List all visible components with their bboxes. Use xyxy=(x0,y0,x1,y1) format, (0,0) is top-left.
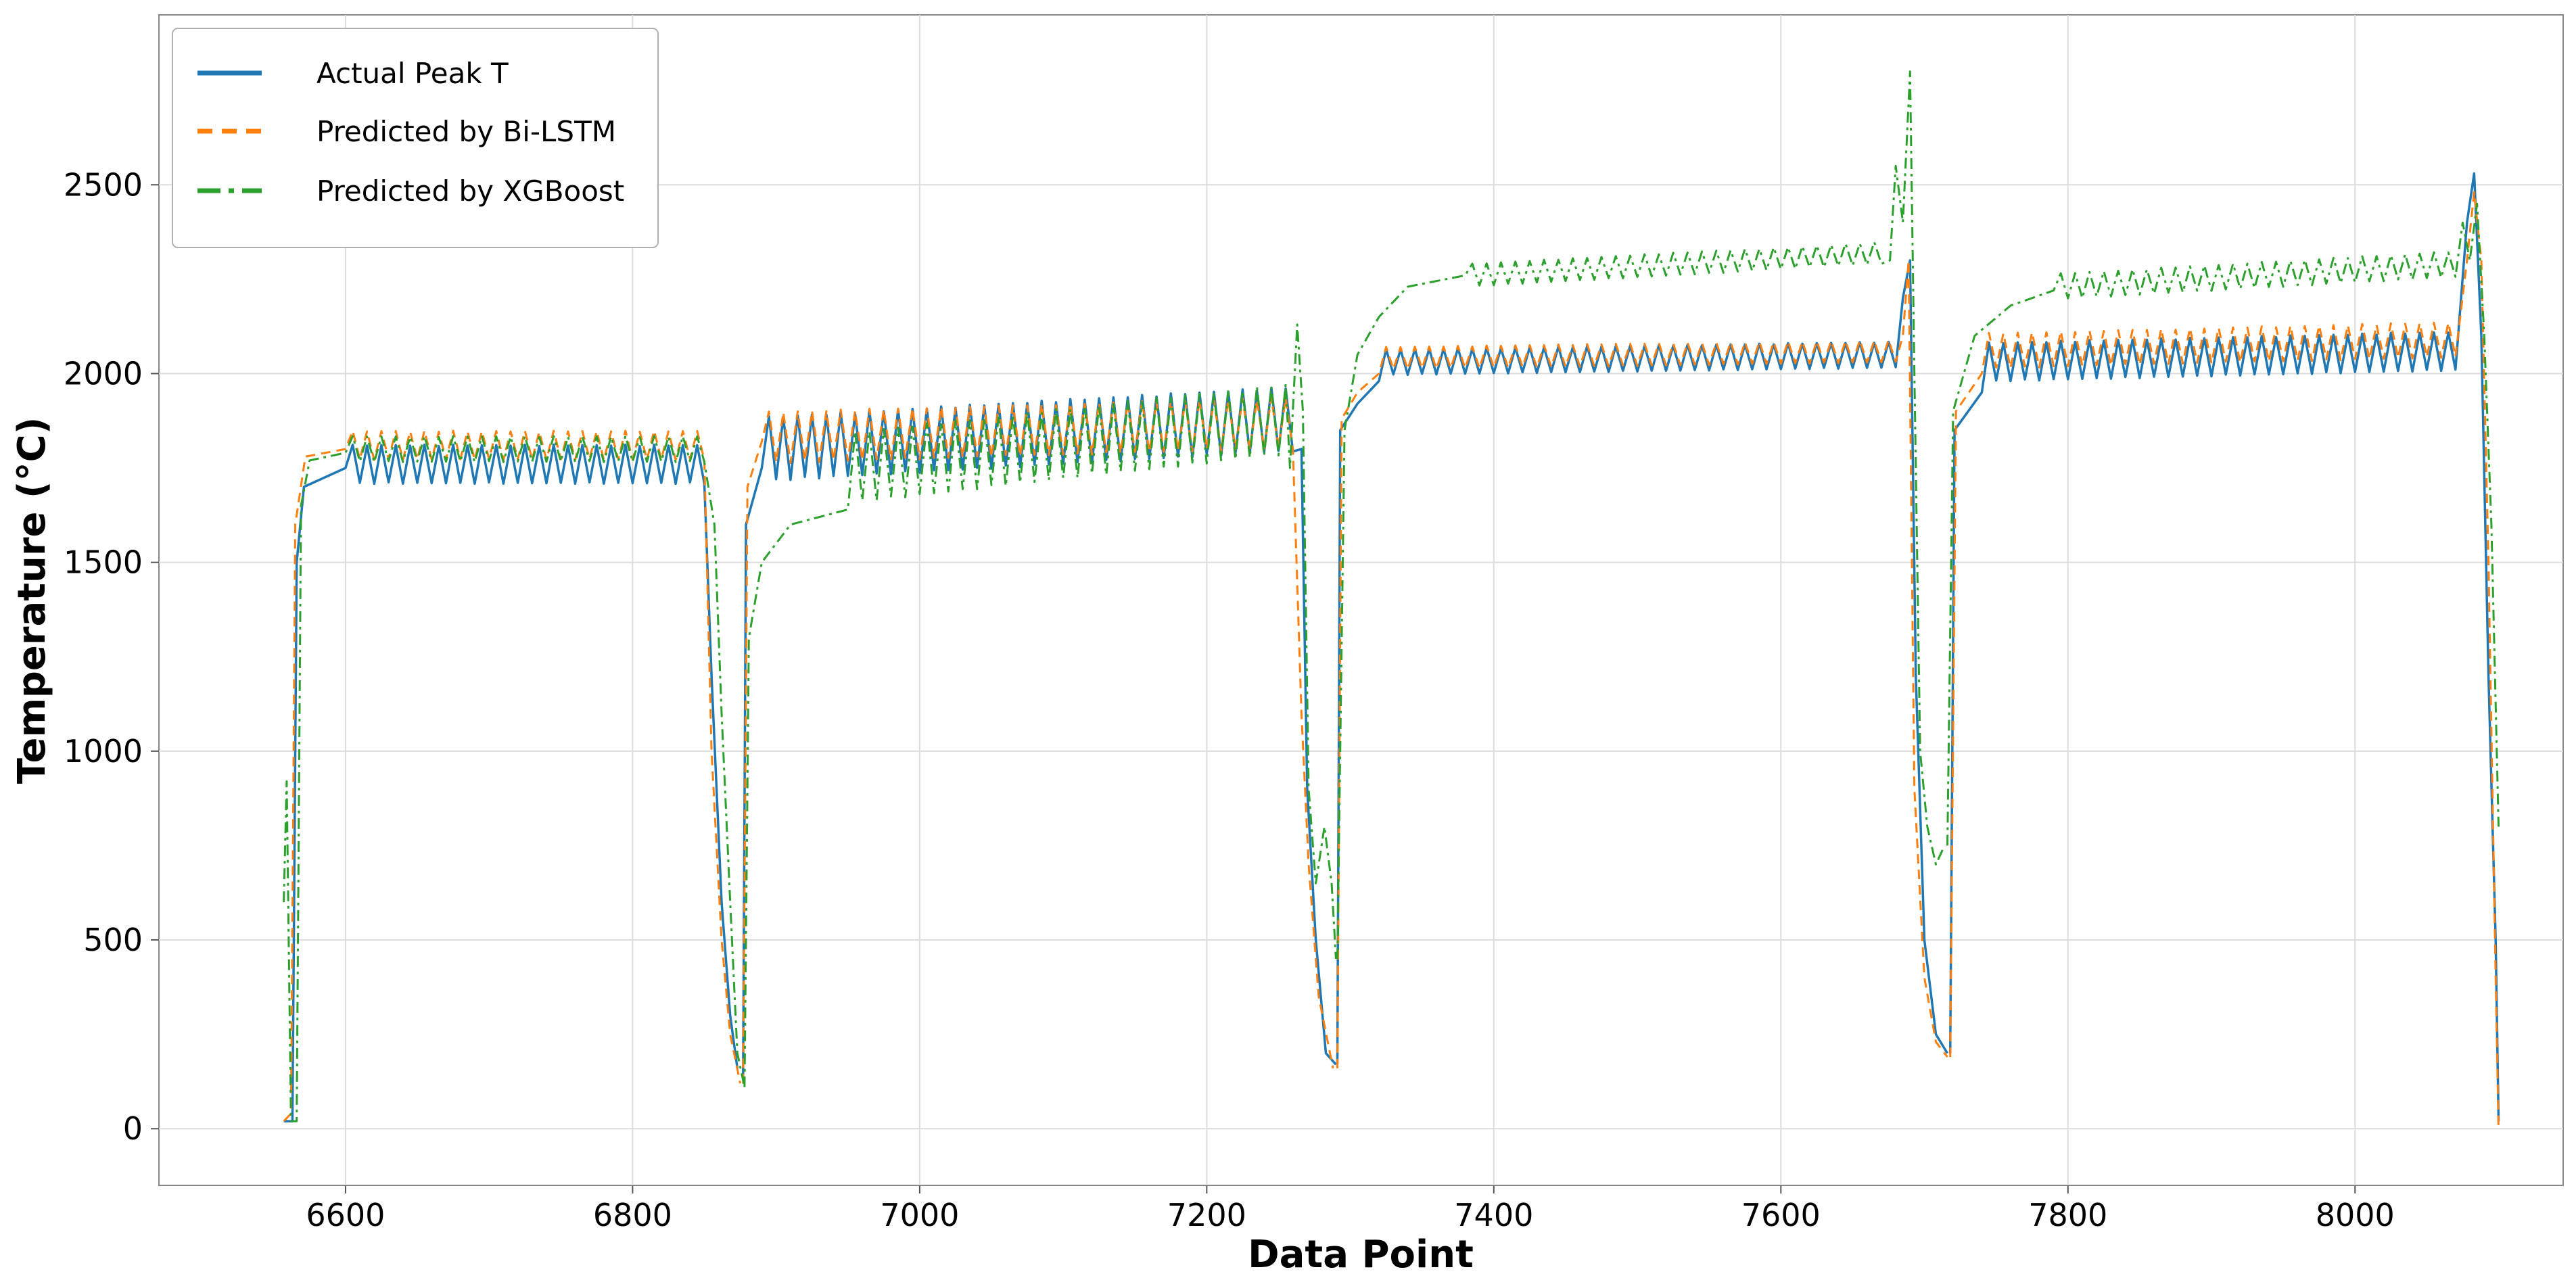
series-2 xyxy=(283,70,2500,1122)
legend-label-xgboost: Predicted by XGBoost xyxy=(317,174,624,208)
series-line-segment xyxy=(1946,202,2500,846)
x-tick-label: 7200 xyxy=(1167,1197,1246,1233)
x-tick-label: 6600 xyxy=(306,1197,385,1233)
x-tick-label: 6800 xyxy=(593,1197,672,1233)
y-tick-label: 1000 xyxy=(64,733,143,770)
series-group xyxy=(283,70,2500,1129)
x-axis-title: Data Point xyxy=(1248,1233,1474,1277)
series-line-segment xyxy=(283,443,739,1122)
series-line-segment xyxy=(742,396,1334,1084)
series-line-segment xyxy=(1948,172,2500,1122)
legend-box xyxy=(172,28,659,248)
y-tick-label: 2000 xyxy=(64,355,143,392)
y-axis-title: Temperature (°C) xyxy=(10,417,54,784)
series-line-segment xyxy=(1336,259,1948,1068)
y-tick-label: 0 xyxy=(123,1110,143,1147)
x-tick-label: 7000 xyxy=(880,1197,959,1233)
y-tick-label: 500 xyxy=(83,922,143,958)
legend: Actual Peak T Predicted by Bi-LSTM Predi… xyxy=(172,28,659,248)
series-0 xyxy=(283,172,2500,1122)
x-tick-label: 7600 xyxy=(1741,1197,1821,1233)
x-axis-ticks: 6600 6800 7000 7200 7400 7600 7800 8000 xyxy=(306,1185,2395,1233)
series-line-segment xyxy=(1336,259,1948,1065)
x-tick-label: 7400 xyxy=(1454,1197,1533,1233)
series-line-segment xyxy=(1949,191,2500,1129)
legend-label-bilstm: Predicted by Bi-LSTM xyxy=(317,115,616,148)
series-line-segment xyxy=(283,435,746,1122)
series-line-segment xyxy=(743,323,1337,1087)
y-tick-label: 2500 xyxy=(64,166,143,203)
series-line-segment xyxy=(1336,70,1946,960)
y-axis-ticks: 0 500 1000 1500 2000 2500 xyxy=(64,166,159,1147)
y-tick-label: 1500 xyxy=(64,544,143,581)
x-tick-label: 8000 xyxy=(2316,1197,2395,1233)
x-tick-label: 7800 xyxy=(2028,1197,2107,1233)
legend-label-actual: Actual Peak T xyxy=(317,57,509,90)
